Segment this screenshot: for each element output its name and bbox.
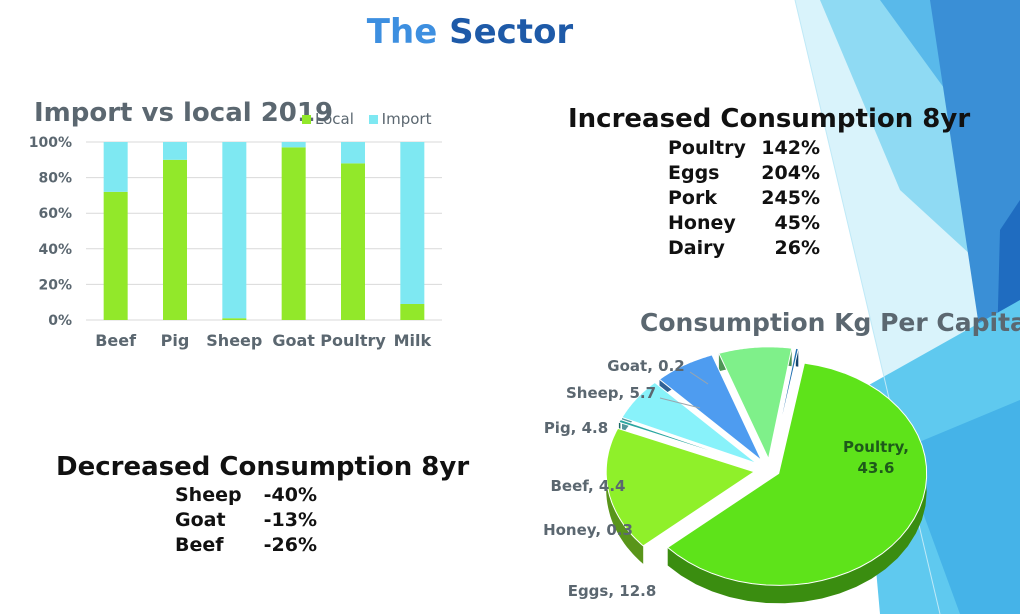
increased-title: Increased Consumption 8yr <box>568 104 971 134</box>
slide-title: The Sector <box>0 12 940 52</box>
decreased-row: Sheep -40% <box>175 483 317 508</box>
decreased-item: Beef <box>175 533 224 556</box>
bar-import-milk <box>400 142 425 304</box>
y-tick-label: 60% <box>38 206 72 222</box>
pie-label-beef: Beef, 4.4 <box>551 477 626 495</box>
increased-table: Poultry 142% Eggs 204% Pork 245% Honey 45% Dairy… <box>668 136 820 260</box>
legend-label-import: Import <box>381 110 432 128</box>
legend-swatch-local <box>302 115 311 124</box>
decreased-value: -40% <box>263 484 317 507</box>
pie-label-name: Poultry, <box>843 438 909 456</box>
y-tick-label: 0% <box>48 313 72 329</box>
x-tick-label: Sheep <box>206 331 262 350</box>
y-tick-label: 40% <box>38 242 72 258</box>
legend-item-local: Local <box>302 110 354 128</box>
pie-chart-title: Consumption Kg Per Capita <box>640 308 1020 337</box>
legend-item-import: Import <box>368 110 432 128</box>
pie-label-sheep: Sheep, 5.7 <box>566 384 656 402</box>
y-tick-label: 20% <box>38 277 72 293</box>
increased-item: Honey <box>668 211 736 234</box>
bg-facet-corner <box>900 400 1020 614</box>
pie-slice-beef <box>621 381 758 464</box>
increased-row: Pork 245% <box>668 186 820 211</box>
x-tick-label: Milk <box>394 331 432 350</box>
bar-local-poultry <box>341 163 365 320</box>
bar-import-goat <box>281 142 306 148</box>
pie-slice-honey <box>618 418 756 466</box>
bar-local-pig <box>163 159 187 320</box>
bar-local-beef <box>103 191 128 320</box>
increased-row: Dairy 26% <box>668 235 820 260</box>
bar-local-sheep <box>222 318 247 320</box>
increased-row: Eggs 204% <box>668 161 820 186</box>
pie-label-eggs: Eggs, 12.8 <box>568 582 657 600</box>
bar-import-pig <box>163 142 187 160</box>
decreased-item: Sheep <box>175 484 242 507</box>
decreased-value: -13% <box>263 509 317 532</box>
pie-label-pig: Pig, 4.8 <box>544 419 608 437</box>
decreased-table: Sheep -40% Goat -13% Beef -26% <box>175 483 317 557</box>
bar-chart-title: Import vs local 2019 <box>34 98 334 128</box>
bar-import-beef <box>103 142 128 192</box>
increased-value: 142% <box>761 137 820 160</box>
decreased-row: Beef -26% <box>175 533 317 558</box>
pie-slice-side-eggs <box>606 428 644 564</box>
x-tick-label: Beef <box>95 331 137 350</box>
pie-slice-poultry <box>666 362 928 586</box>
increased-value: 45% <box>774 211 820 234</box>
pie-label-poultry: Poultry, 43.6 <box>843 438 909 477</box>
pie-slice-side-poultry <box>667 363 927 604</box>
increased-value: 204% <box>761 162 820 185</box>
bar-import-sheep <box>222 142 247 319</box>
bar-local-goat <box>281 147 306 320</box>
increased-row: Honey 45% <box>668 210 820 235</box>
decreased-row: Goat -13% <box>175 508 317 533</box>
pie-slice-goat <box>772 347 799 460</box>
increased-item: Pork <box>668 186 717 209</box>
pie-slice-pig <box>658 354 763 461</box>
x-tick-label: Goat <box>272 331 315 350</box>
y-tick-label: 100% <box>29 135 72 151</box>
pie-slice-sheep <box>718 346 793 461</box>
increased-item: Poultry <box>668 137 746 160</box>
increased-value: 245% <box>761 186 820 209</box>
pie-leader-line <box>659 397 701 409</box>
increased-value: 26% <box>774 236 820 259</box>
slide-title-part2: Sector <box>449 12 574 52</box>
decreased-value: -26% <box>263 533 317 556</box>
bg-facet-blue <box>930 0 1020 400</box>
decreased-item: Goat <box>175 509 226 532</box>
pie-label-goat: Goat, 0.2 <box>607 357 684 375</box>
x-tick-label: Poultry <box>320 331 386 350</box>
x-tick-label: Pig <box>161 331 190 350</box>
legend-swatch-import <box>368 115 378 124</box>
y-tick-label: 80% <box>38 171 72 187</box>
slide-title-part1: The <box>366 12 438 52</box>
decreased-title: Decreased Consumption 8yr <box>56 452 470 482</box>
bar-local-milk <box>400 303 425 320</box>
increased-item: Eggs <box>668 162 720 185</box>
pie-label-honey: Honey, 0.3 <box>543 521 633 539</box>
increased-row: Poultry 142% <box>668 136 820 161</box>
pie-label-value: 43.6 <box>857 459 894 477</box>
bar-chart-legend: Local Import <box>302 110 441 128</box>
bar-import-poultry <box>341 142 365 164</box>
pie-leader-line <box>689 371 709 385</box>
pie-slice-eggs <box>605 427 756 547</box>
legend-label-local: Local <box>315 110 354 128</box>
increased-item: Dairy <box>668 236 725 259</box>
